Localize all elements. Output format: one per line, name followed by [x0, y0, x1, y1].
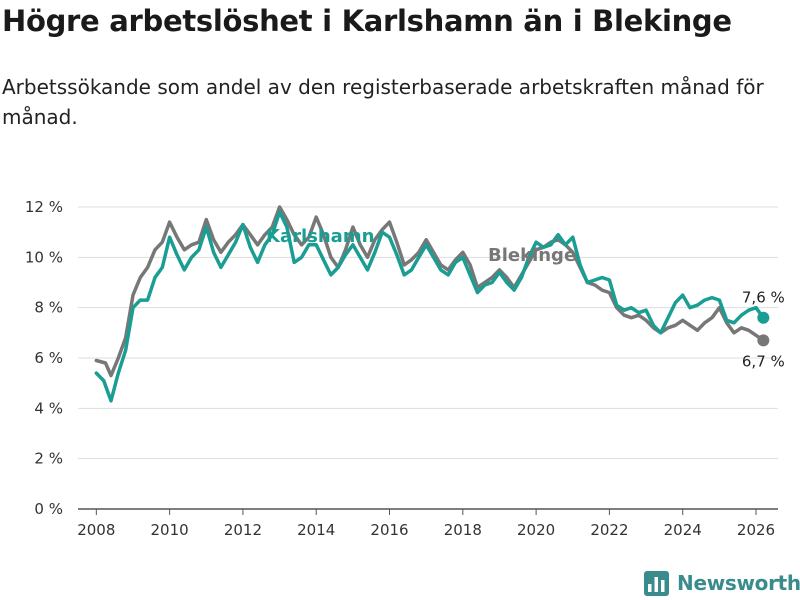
- x-tick-label: 2012: [224, 521, 262, 539]
- brand-logo: Newsworthy: [644, 568, 800, 598]
- x-tick-label: 2008: [77, 521, 115, 539]
- chart-subtitle: Arbetssökande som andel av den registerb…: [2, 75, 764, 129]
- x-tick-label: 2022: [590, 521, 628, 539]
- y-tick-label: 10 %: [25, 248, 63, 266]
- brand-name: Newsworthy: [677, 571, 800, 595]
- y-tick-label: 12 %: [25, 198, 63, 216]
- series-lines: [94, 205, 766, 403]
- grid-lines: [78, 206, 778, 510]
- x-axis: 2008 2010 2012 2014 2016 2018 2020 2022 2024 2026: [77, 509, 775, 539]
- line-chart: 0 % 2 % 4 % 6 % 8 % 10 % 12 % 2008 2010 2012 2014…: [25, 198, 785, 539]
- x-tick-label: 2016: [370, 521, 408, 539]
- x-tick-label: 2026: [737, 521, 775, 539]
- chart-title: Högre arbetslöshet i Karlshamn än i Blek…: [2, 4, 732, 38]
- x-tick-label: 2010: [151, 521, 189, 539]
- end-point-karlshamn: [757, 311, 770, 324]
- x-tick-label: 2020: [517, 521, 555, 539]
- x-tick-label: 2018: [444, 521, 482, 539]
- x-tick-label: 2024: [664, 521, 702, 539]
- series-label-karlshamn: Karlshamn: [266, 226, 374, 247]
- bar-chart-icon: [644, 570, 669, 596]
- end-label-blekinge: 6,7 %: [742, 352, 785, 370]
- y-axis: 0 % 2 % 4 % 6 % 8 % 10 % 12 %: [25, 198, 63, 518]
- end-points: 6,7 % 7,6 %: [742, 289, 785, 371]
- y-tick-label: 0 %: [34, 500, 63, 518]
- y-tick-label: 4 %: [34, 399, 63, 417]
- x-tick-label: 2014: [297, 521, 335, 539]
- y-tick-label: 8 %: [34, 299, 63, 317]
- series-label-blekinge: Blekinge: [488, 245, 576, 266]
- series-line-karlshamn: [94, 210, 766, 403]
- series-line-blekinge: [94, 205, 766, 378]
- y-tick-label: 2 %: [34, 450, 63, 468]
- end-point-blekinge: [757, 334, 770, 347]
- end-label-karlshamn: 7,6 %: [742, 289, 785, 307]
- y-tick-label: 6 %: [34, 349, 63, 367]
